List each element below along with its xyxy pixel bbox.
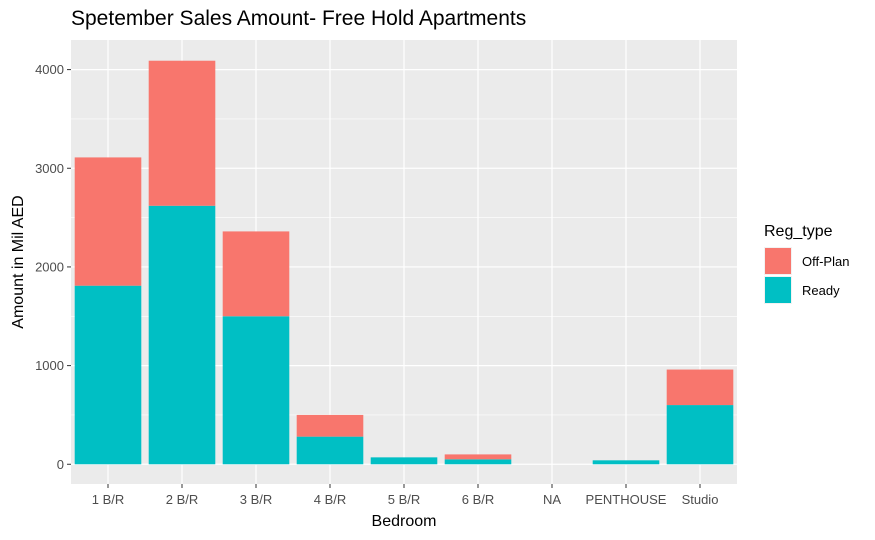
- x-axis-title: Bedroom: [372, 513, 437, 530]
- bar-layer: [74, 60, 734, 465]
- x-axis: 1 B/R 2 B/R 3 B/R 4 B/R 5 B/R 6 B/R NA PENTHOUS…: [92, 484, 719, 507]
- bar-off-plan-3: [296, 414, 364, 437]
- x-tick-label: 4 B/R: [314, 492, 347, 507]
- x-tick-label: 1 B/R: [92, 492, 125, 507]
- y-tick-label: 0: [57, 457, 64, 472]
- bar-ready-4: [370, 457, 438, 465]
- bar-ready-8: [666, 405, 734, 465]
- bar-off-plan-1: [148, 60, 216, 206]
- bar-ready-7: [592, 460, 660, 465]
- y-axis-title: Amount in Mil AED: [10, 195, 27, 328]
- x-tick-label: 3 B/R: [240, 492, 273, 507]
- y-tick-label: 2000: [35, 259, 64, 274]
- y-tick-label: 4000: [35, 62, 64, 77]
- x-tick-label: PENTHOUSE: [586, 492, 667, 507]
- y-tick-label: 3000: [35, 161, 64, 176]
- x-tick-label: 5 B/R: [388, 492, 421, 507]
- bar-off-plan-2: [222, 231, 290, 317]
- x-tick-label: 2 B/R: [166, 492, 199, 507]
- bar-off-plan-8: [666, 369, 734, 406]
- bar-off-plan-0: [74, 157, 142, 286]
- bar-ready-3: [296, 436, 364, 465]
- bar-ready-2: [222, 316, 290, 465]
- legend-label: Off-Plan: [802, 254, 849, 269]
- x-tick-label: NA: [543, 492, 561, 507]
- bar-ready-5: [444, 459, 512, 465]
- x-tick-label: 6 B/R: [462, 492, 495, 507]
- bar-ready-1: [148, 205, 216, 465]
- legend-label: Ready: [802, 283, 840, 298]
- y-axis: 0 1000 2000 3000 4000: [35, 62, 71, 472]
- legend-swatch-ready: [765, 277, 791, 303]
- legend-swatch-off-plan: [765, 248, 791, 274]
- chart-title: Spetember Sales Amount- Free Hold Apartm…: [71, 7, 527, 30]
- bar-ready-0: [74, 285, 142, 465]
- bar-off-plan-5: [444, 454, 512, 460]
- y-tick-label: 1000: [35, 358, 64, 373]
- legend: Reg_type Off-Plan Ready: [764, 223, 849, 304]
- x-tick-label: Studio: [682, 492, 719, 507]
- legend-title: Reg_type: [764, 223, 833, 240]
